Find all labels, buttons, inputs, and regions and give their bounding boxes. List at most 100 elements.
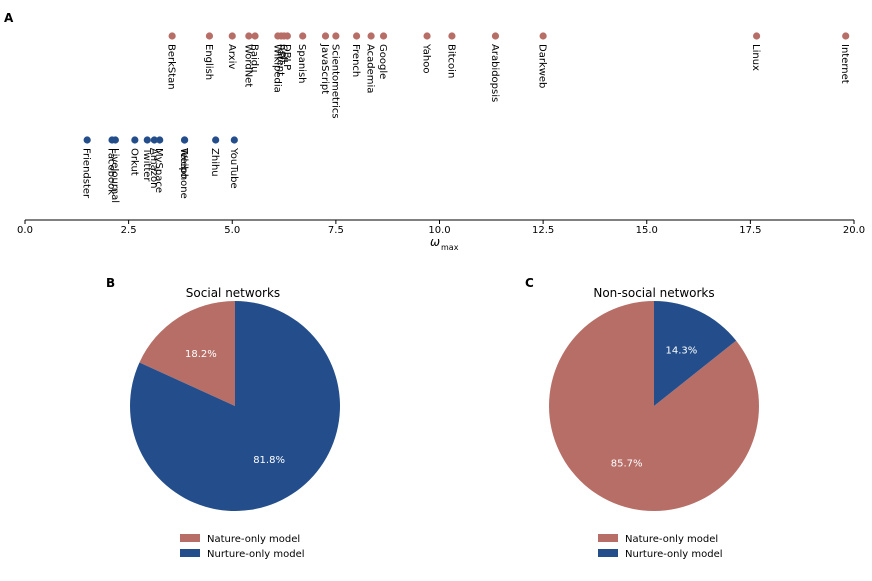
omega-max-strip-plot: 0.0 2.5 5.0 7.5 10.0 12.5 15.0 17.5 20.0 BerkSta… — [17, 32, 865, 252]
panel-label-c: C — [525, 276, 534, 290]
data-point — [168, 32, 176, 40]
data-point — [156, 136, 164, 144]
data-point — [131, 136, 139, 144]
legend-label: Nurture-only model — [207, 549, 305, 560]
data-point — [228, 32, 236, 40]
legend-label: Nature-only model — [207, 534, 300, 545]
data-point-label: Google — [377, 44, 388, 79]
x-tick-label: 17.5 — [739, 225, 761, 236]
data-point-label: Cell — [278, 44, 289, 63]
data-point-label: Orkut — [128, 148, 139, 176]
data-point — [752, 32, 761, 40]
pie-legend: Nature-only model Nurture-only model — [598, 534, 723, 560]
legend-label: Nurture-only model — [625, 549, 723, 560]
pie-legend: Nature-only model Nurture-only model — [180, 534, 305, 560]
data-point — [111, 136, 119, 144]
data-point — [299, 32, 307, 40]
pie-slices: 85.7% 14.3% — [549, 301, 760, 511]
pie-slice — [130, 301, 340, 511]
data-point-label: Friendster — [81, 148, 92, 199]
social-networks-pie: Social networks 18.2% 81.8% Nature-only m… — [130, 286, 340, 560]
x-tick-label: 15.0 — [636, 225, 658, 236]
x-axis-ticks: 0.0 2.5 5.0 7.5 10.0 12.5 15.0 17.5 20.0 — [17, 220, 865, 236]
data-point-label: JavaScript — [319, 43, 330, 94]
data-point-label: Academia — [365, 44, 376, 93]
data-point-label: Patent — [275, 44, 286, 76]
data-point-label: Yahoo — [421, 43, 432, 73]
data-point-label: Weibo — [178, 148, 189, 179]
data-point — [539, 32, 547, 40]
x-axis-label-subscript: max — [441, 243, 459, 252]
data-point-label: Baidu — [249, 44, 260, 72]
legend-swatch — [598, 534, 618, 542]
x-tick-label: 10.0 — [428, 225, 450, 236]
pie-slice — [139, 301, 235, 406]
x-tick-label: 7.5 — [328, 225, 344, 236]
data-point-label: MySpace — [153, 148, 164, 193]
data-point — [353, 32, 361, 40]
data-point-label: Scientometrics — [329, 44, 340, 119]
legend-swatch — [598, 549, 618, 557]
data-point — [230, 136, 238, 144]
panel-label-a: A — [4, 11, 14, 25]
data-point-label: Twitter — [141, 147, 152, 182]
x-tick-label: 20.0 — [843, 225, 865, 236]
x-tick-label: 0.0 — [17, 225, 33, 236]
x-axis-label: ω — [430, 235, 440, 249]
data-point — [379, 32, 388, 40]
data-point — [150, 136, 158, 144]
data-point-label: Bitcoin — [445, 44, 456, 78]
pie-slice-label: 18.2% — [185, 349, 217, 360]
data-point-label: BerkStan — [166, 44, 177, 90]
data-point — [367, 32, 375, 40]
data-point — [448, 32, 456, 40]
data-point-label: Facebook — [106, 148, 117, 195]
legend-swatch — [180, 534, 200, 542]
data-point-label: LiveJournal — [109, 148, 120, 203]
data-point-label: French — [350, 44, 361, 77]
data-point — [212, 136, 220, 144]
data-point — [842, 32, 850, 40]
data-point-label: Amazon — [148, 148, 159, 188]
data-point-label: Arabidopsis — [489, 44, 500, 102]
legend-swatch — [180, 549, 200, 557]
data-point-label: Wikipedia — [271, 44, 282, 93]
pie-title: Non-social networks — [593, 286, 714, 300]
data-point-label: English — [203, 44, 214, 80]
x-tick-label: 5.0 — [224, 225, 240, 236]
data-point-label: Zhihu — [209, 148, 220, 177]
data-point-label: WordNet — [242, 44, 253, 87]
data-point — [205, 32, 214, 40]
data-point — [83, 136, 91, 144]
data-point-label: DBLP — [281, 44, 292, 70]
data-point-label: Linux — [750, 44, 761, 71]
non-social-networks-pie: Non-social networks 85.7% 14.3% Nature-on… — [549, 286, 760, 560]
data-point — [143, 136, 151, 144]
legend-label: Nature-only model — [625, 534, 718, 545]
pie-slice-label: 85.7% — [611, 459, 643, 470]
x-tick-label: 2.5 — [121, 225, 137, 236]
data-point — [251, 32, 259, 40]
data-point-label: Arxiv — [226, 44, 237, 69]
data-point — [423, 32, 431, 40]
data-point — [283, 32, 291, 40]
panel-label-b: B — [106, 276, 115, 290]
data-point-label: YouTube — [228, 147, 239, 189]
data-point-label: Telephone — [178, 147, 189, 199]
data-point — [332, 32, 340, 40]
data-point — [180, 136, 189, 144]
pie-slice — [654, 301, 737, 406]
pie-slice-label: 81.8% — [253, 455, 285, 466]
data-point — [321, 32, 330, 40]
pie-slice-label: 14.3% — [665, 345, 697, 356]
pie-slices: 18.2% 81.8% — [130, 301, 340, 511]
pie-title: Social networks — [186, 286, 280, 300]
data-point — [491, 32, 500, 40]
data-point-label: Darkweb — [537, 44, 548, 88]
x-tick-label: 12.5 — [532, 225, 554, 236]
data-point-label: Internet — [839, 44, 850, 84]
data-point-label: Spanish — [296, 44, 307, 84]
data-point — [245, 32, 253, 40]
